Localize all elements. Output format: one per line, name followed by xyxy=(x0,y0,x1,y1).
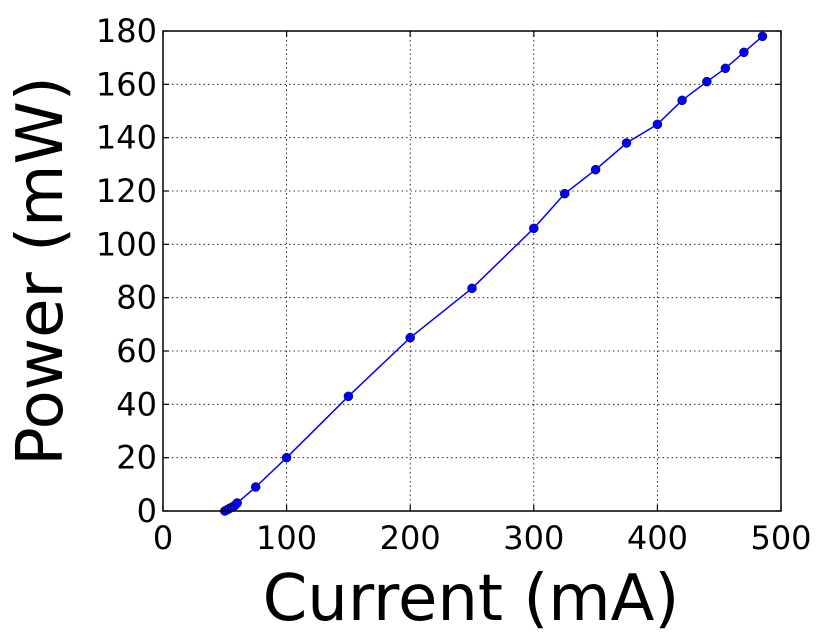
data-point xyxy=(405,332,415,343)
data-point xyxy=(232,498,242,508)
plot-series xyxy=(220,31,768,516)
data-point xyxy=(720,63,731,74)
x-tick-label: 100 xyxy=(256,519,317,557)
x-tick-label: 0 xyxy=(153,519,173,557)
y-tick-label: 40 xyxy=(116,385,157,423)
y-tick-label: 80 xyxy=(116,279,157,317)
data-point xyxy=(529,223,539,234)
data-point xyxy=(757,31,768,42)
x-tick-label: 400 xyxy=(627,519,688,557)
y-tick-label: 20 xyxy=(116,439,157,477)
data-point xyxy=(559,188,570,199)
data-point xyxy=(590,164,601,175)
y-tick-label: 60 xyxy=(116,332,157,370)
data-point xyxy=(621,138,632,148)
y-tick-label: 160 xyxy=(96,65,157,103)
y-tick-label: 120 xyxy=(96,172,157,210)
data-point xyxy=(250,482,261,492)
data-point xyxy=(702,76,712,87)
data-point xyxy=(343,391,354,402)
x-tick-label: 300 xyxy=(503,519,564,557)
data-point xyxy=(467,283,477,294)
y-tick-label: 140 xyxy=(96,119,157,157)
data-point xyxy=(652,119,663,130)
x-tick-label: 200 xyxy=(380,519,441,557)
y-tick-label: 100 xyxy=(96,225,157,263)
x-axis-title: Current (mA) xyxy=(263,562,680,636)
data-point xyxy=(677,95,687,106)
data-point xyxy=(739,47,749,58)
axis-ticks: 0 100 200 300 400 500 0 20 40 60 80 100 120 140 160 180 xyxy=(96,12,812,557)
x-tick-label: 500 xyxy=(750,519,811,557)
y-tick-label: 0 xyxy=(137,492,157,530)
plot-frame xyxy=(162,30,782,512)
y-axis-title: Power (mW) xyxy=(4,76,78,465)
series-line xyxy=(224,35,763,512)
y-tick-label: 180 xyxy=(96,12,157,50)
grid-lines xyxy=(162,30,782,512)
data-point xyxy=(281,452,292,463)
